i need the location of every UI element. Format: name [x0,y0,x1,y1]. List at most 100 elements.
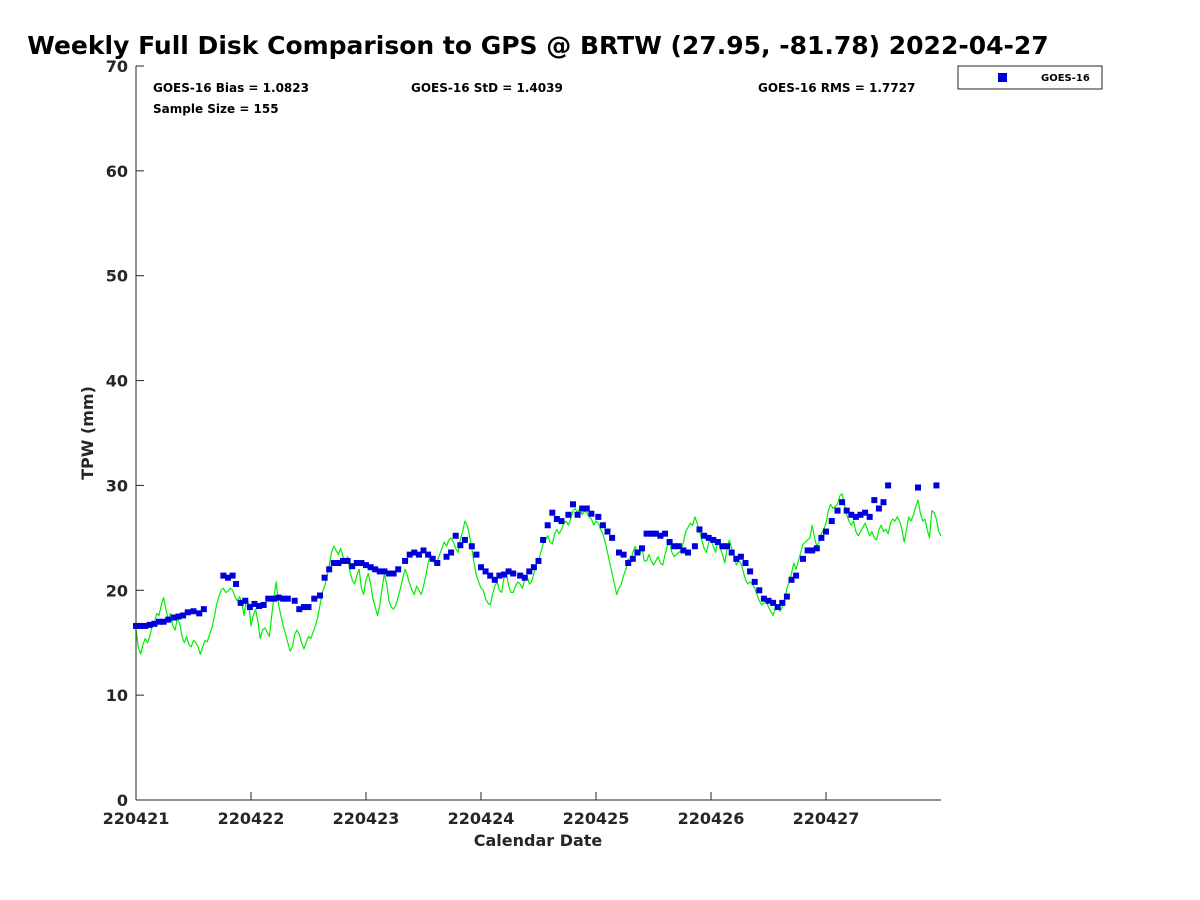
goes-data-point [871,497,878,504]
goes-data-point [225,574,231,581]
goes-data-point [505,568,512,575]
goes-data-point [457,542,464,549]
goes-data-point [402,557,409,564]
goes-data-point [390,570,397,577]
goes-data-point [372,566,379,573]
goes-data-point [866,513,873,520]
goes-data-point [521,574,528,581]
goes-data-point [284,595,291,602]
goes-data-point [487,572,494,579]
goes-data-point [386,570,392,577]
chart-title: Weekly Full Disk Comparison to GPS @ BRT… [27,31,1048,60]
legend-box [957,65,1103,90]
goes-data-point [779,599,786,606]
goes-data-point [411,549,418,556]
sample-size-stat: Sample Size = 155 [153,102,279,116]
goes-data-point [501,571,507,578]
x-tick-label: 220424 [448,809,515,828]
goes-data-point [625,560,632,567]
y-tick-label: 10 [106,686,128,705]
goes-data-point [473,551,480,558]
goes-data-point [933,482,940,489]
goes-data-point [165,616,172,623]
goes-data-point [344,557,351,564]
goes-data-point [553,515,560,522]
goes-data-point [170,614,177,621]
goes-data-point [609,534,616,541]
goes-data-point [685,549,691,556]
goes-data-point [271,595,277,602]
goes-data-point [180,612,187,619]
goes-data-point [629,555,636,562]
goes-data-point [296,606,303,613]
goes-data-point [574,511,581,518]
goes-data-point [160,618,167,625]
goes-data-point [818,534,825,541]
goes-data-point [335,560,342,567]
goes-data-point [517,572,524,579]
goes-data-point [429,555,436,562]
goes-data-point [530,564,537,571]
goes-data-point [200,606,207,613]
goes-data-point [823,528,829,535]
goes-data-point [349,563,356,570]
goes-data-point [251,600,258,607]
goes-data-point [774,604,781,611]
goes-data-point [544,522,551,529]
goes-data-point [751,578,758,585]
y-tick-label: 60 [106,162,128,181]
goes-data-point [671,543,678,550]
goes-data-point [728,549,735,556]
goes-data-point [229,572,236,579]
goes-data-point [190,608,197,615]
goes-data-point [599,522,606,529]
goes-data-point [425,551,432,558]
goes-data-point [666,539,673,546]
goes-data-point [915,484,921,491]
x-tick-label: 220422 [218,809,285,828]
goes-data-point [648,530,655,537]
goes-data-point [280,595,287,602]
goes-data-point [793,572,800,579]
goes-data-point [363,562,369,569]
goes-data-point [570,501,576,508]
goes-data-point [381,568,388,575]
goes-data-point [142,622,149,629]
goes-data-point [353,560,360,567]
goes-data-point [340,557,346,564]
goes-data-point [639,545,645,552]
y-tick-label: 30 [106,476,128,495]
goes-data-point [151,620,158,627]
goes-data-point [510,570,517,577]
goes-data-point [175,613,182,620]
goes-data-point [583,505,590,512]
goes-data-point [765,597,772,604]
std-stat: GOES-16 StD = 1.4039 [411,81,563,95]
goes-data-point [376,568,383,575]
x-tick-label: 220426 [678,809,745,828]
legend: GOES-16 [957,65,1103,90]
goes-data-point [420,547,427,554]
goes-data-point [701,532,708,539]
goes-data-point [291,597,298,604]
goes-data-point [800,555,806,562]
goes-data-point [680,547,687,554]
goes-data-point [813,545,820,552]
goes-data-point [719,543,726,550]
goes-data-point [242,597,249,604]
goes-data-point [714,539,721,546]
goes-data-point [482,568,489,575]
goes-data-point [595,513,602,520]
x-axis-ticks: 220421 220422 220423 220424 220425 220426 2204… [103,792,859,828]
goes-data-point [496,572,503,579]
goes-data-point [275,594,282,601]
goes-data-point [443,553,450,560]
goes-data-point [317,592,323,599]
goes-data-point [742,560,749,567]
goes-data-point [415,551,422,558]
goes-data-point [756,587,763,594]
goes-data-point [156,618,162,625]
goes-data-point [705,534,712,541]
goes-data-point [804,547,811,554]
